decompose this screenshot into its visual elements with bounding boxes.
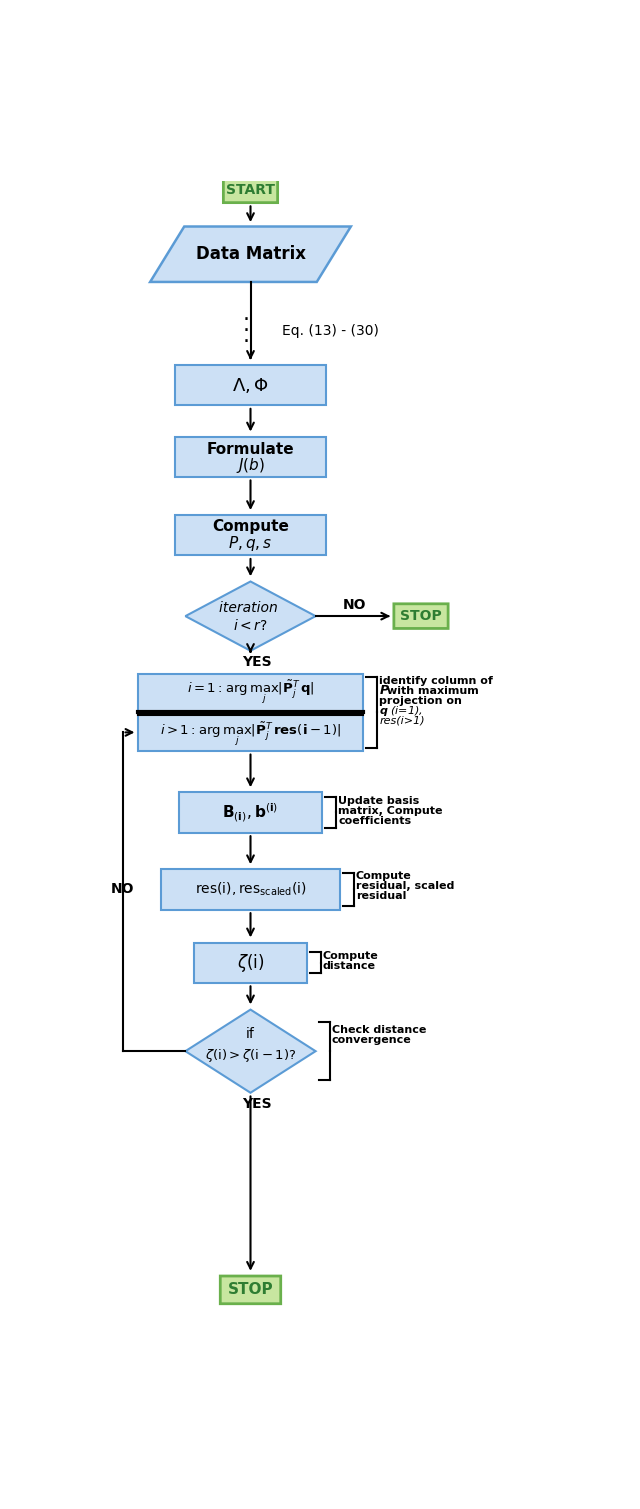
Text: ·: · — [243, 332, 250, 352]
FancyBboxPatch shape — [175, 436, 326, 477]
Polygon shape — [186, 1010, 316, 1093]
Text: $\Lambda, \Phi$: $\Lambda, \Phi$ — [232, 376, 269, 395]
Text: Compute: Compute — [212, 519, 289, 534]
Text: iteration: iteration — [219, 602, 282, 616]
Text: YES: YES — [242, 1097, 271, 1111]
Text: $P, q, s$: $P, q, s$ — [228, 534, 273, 554]
Text: Update basis: Update basis — [339, 795, 420, 806]
Text: if: if — [246, 1028, 255, 1041]
Text: ·: · — [243, 321, 250, 341]
Text: YES: YES — [242, 655, 271, 668]
Text: distance: distance — [323, 961, 376, 970]
Text: Data Matrix: Data Matrix — [195, 246, 305, 263]
Text: residual, scaled: residual, scaled — [356, 881, 454, 892]
Text: coefficients: coefficients — [339, 816, 412, 825]
Text: $i>1:\arg\max_j|\tilde{\mathbf{P}}_j^T\mathbf{res}(\mathbf{i}-1)|$: $i>1:\arg\max_j|\tilde{\mathbf{P}}_j^T\m… — [160, 720, 341, 748]
FancyBboxPatch shape — [220, 1277, 281, 1304]
Text: $i=1:\arg\max_j|\tilde{\mathbf{P}}_j^T\mathbf{q}|$: $i=1:\arg\max_j|\tilde{\mathbf{P}}_j^T\m… — [187, 679, 314, 706]
FancyBboxPatch shape — [223, 178, 278, 202]
Text: convergence: convergence — [332, 1035, 412, 1044]
FancyBboxPatch shape — [161, 869, 340, 910]
FancyBboxPatch shape — [195, 943, 307, 982]
Text: Eq. (13) - (30): Eq. (13) - (30) — [282, 324, 378, 338]
Text: $\boldsymbol{P}$: $\boldsymbol{P}$ — [379, 684, 390, 697]
FancyBboxPatch shape — [175, 365, 326, 404]
FancyBboxPatch shape — [179, 792, 322, 833]
Text: $\boldsymbol{q}$ (i=1),: $\boldsymbol{q}$ (i=1), — [379, 703, 423, 718]
Text: ·: · — [243, 311, 250, 330]
Text: Compute: Compute — [323, 951, 379, 961]
Text: $J(b)$: $J(b)$ — [236, 456, 265, 475]
Text: NO: NO — [111, 883, 134, 896]
FancyBboxPatch shape — [394, 604, 448, 628]
Polygon shape — [150, 226, 351, 282]
Text: Compute: Compute — [356, 871, 412, 881]
Text: NO: NO — [343, 599, 367, 613]
FancyBboxPatch shape — [175, 515, 326, 555]
Text: residual: residual — [356, 892, 406, 901]
Text: $i<r?$: $i<r?$ — [233, 617, 268, 632]
Text: Formulate: Formulate — [207, 442, 294, 457]
Text: projection on: projection on — [379, 696, 462, 706]
Text: identify column of: identify column of — [379, 676, 493, 685]
Polygon shape — [186, 581, 316, 650]
Text: $\mathrm{res}(\mathrm{i}), \mathrm{res}_{\mathrm{scaled}}(\mathrm{i})$: $\mathrm{res}(\mathrm{i}), \mathrm{res}_… — [195, 881, 307, 898]
Text: matrix, Compute: matrix, Compute — [339, 806, 443, 816]
Text: $\mathbf{B}_{(\mathbf{i})}, \mathbf{b}^{(\mathbf{i})}$: $\mathbf{B}_{(\mathbf{i})}, \mathbf{b}^{… — [223, 801, 278, 824]
Text: Check distance: Check distance — [332, 1025, 426, 1035]
Text: $\zeta(\mathrm{i}) > \zeta(\mathrm{i}-1)?$: $\zeta(\mathrm{i}) > \zeta(\mathrm{i}-1)… — [205, 1047, 296, 1064]
FancyBboxPatch shape — [138, 675, 363, 751]
Text: res(i>1): res(i>1) — [379, 715, 425, 726]
Text: STOP: STOP — [228, 1283, 273, 1298]
Text: START: START — [226, 183, 275, 198]
Text: $\zeta(\mathrm{i})$: $\zeta(\mathrm{i})$ — [237, 952, 264, 973]
Text: with maximum: with maximum — [387, 685, 479, 696]
Text: STOP: STOP — [400, 610, 442, 623]
